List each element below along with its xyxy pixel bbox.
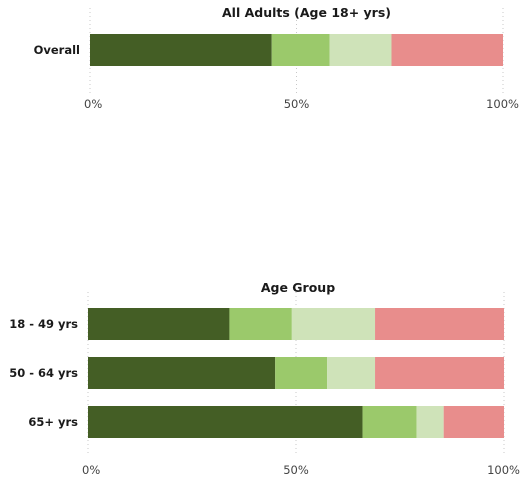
category-label: 50 - 64 yrs [9, 366, 78, 380]
bar-segment [375, 357, 504, 389]
x-tick-label: 100% [487, 463, 520, 477]
x-tick-label: 0% [82, 463, 100, 477]
bar-segment [329, 34, 392, 66]
x-tick-label: 50% [283, 463, 309, 477]
bar-segment [327, 357, 376, 389]
bar-segment [275, 357, 328, 389]
x-tick-label: 100% [486, 97, 519, 111]
bar-segment [229, 308, 292, 340]
category-label: 18 - 49 yrs [9, 317, 78, 331]
x-tick-label: 0% [84, 97, 102, 111]
category-label: Overall [34, 43, 80, 57]
chart-title: Age Group [261, 280, 335, 295]
bar-segment [391, 34, 503, 66]
bar-segment [443, 406, 504, 438]
chart-panel-age-group: Age Group 18 - 49 yrs 50 - 64 yrs 65+ yrs 0%… [9, 280, 520, 477]
bar-segment [271, 34, 330, 66]
bar-segment [88, 308, 230, 340]
bar-segment [90, 34, 272, 66]
chart-title: All Adults (Age 18+ yrs) [222, 5, 391, 20]
x-tick-label: 50% [284, 97, 310, 111]
category-label: 65+ yrs [28, 415, 78, 429]
chart-panel-all-adults: All Adults (Age 18+ yrs) Overall 0% 50% 100% [34, 5, 519, 111]
bar-segment [375, 308, 504, 340]
bar-segment [416, 406, 444, 438]
bar-segment [291, 308, 376, 340]
bar-segment [88, 406, 363, 438]
bar-segment [362, 406, 417, 438]
bar-segment [88, 357, 276, 389]
